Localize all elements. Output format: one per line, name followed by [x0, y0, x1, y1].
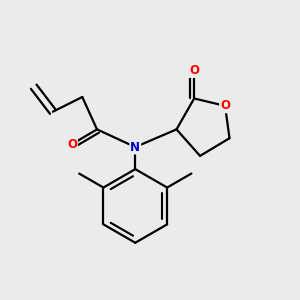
Text: O: O [67, 138, 77, 151]
Text: N: N [130, 141, 140, 154]
Text: O: O [189, 64, 199, 77]
Text: O: O [220, 99, 230, 112]
